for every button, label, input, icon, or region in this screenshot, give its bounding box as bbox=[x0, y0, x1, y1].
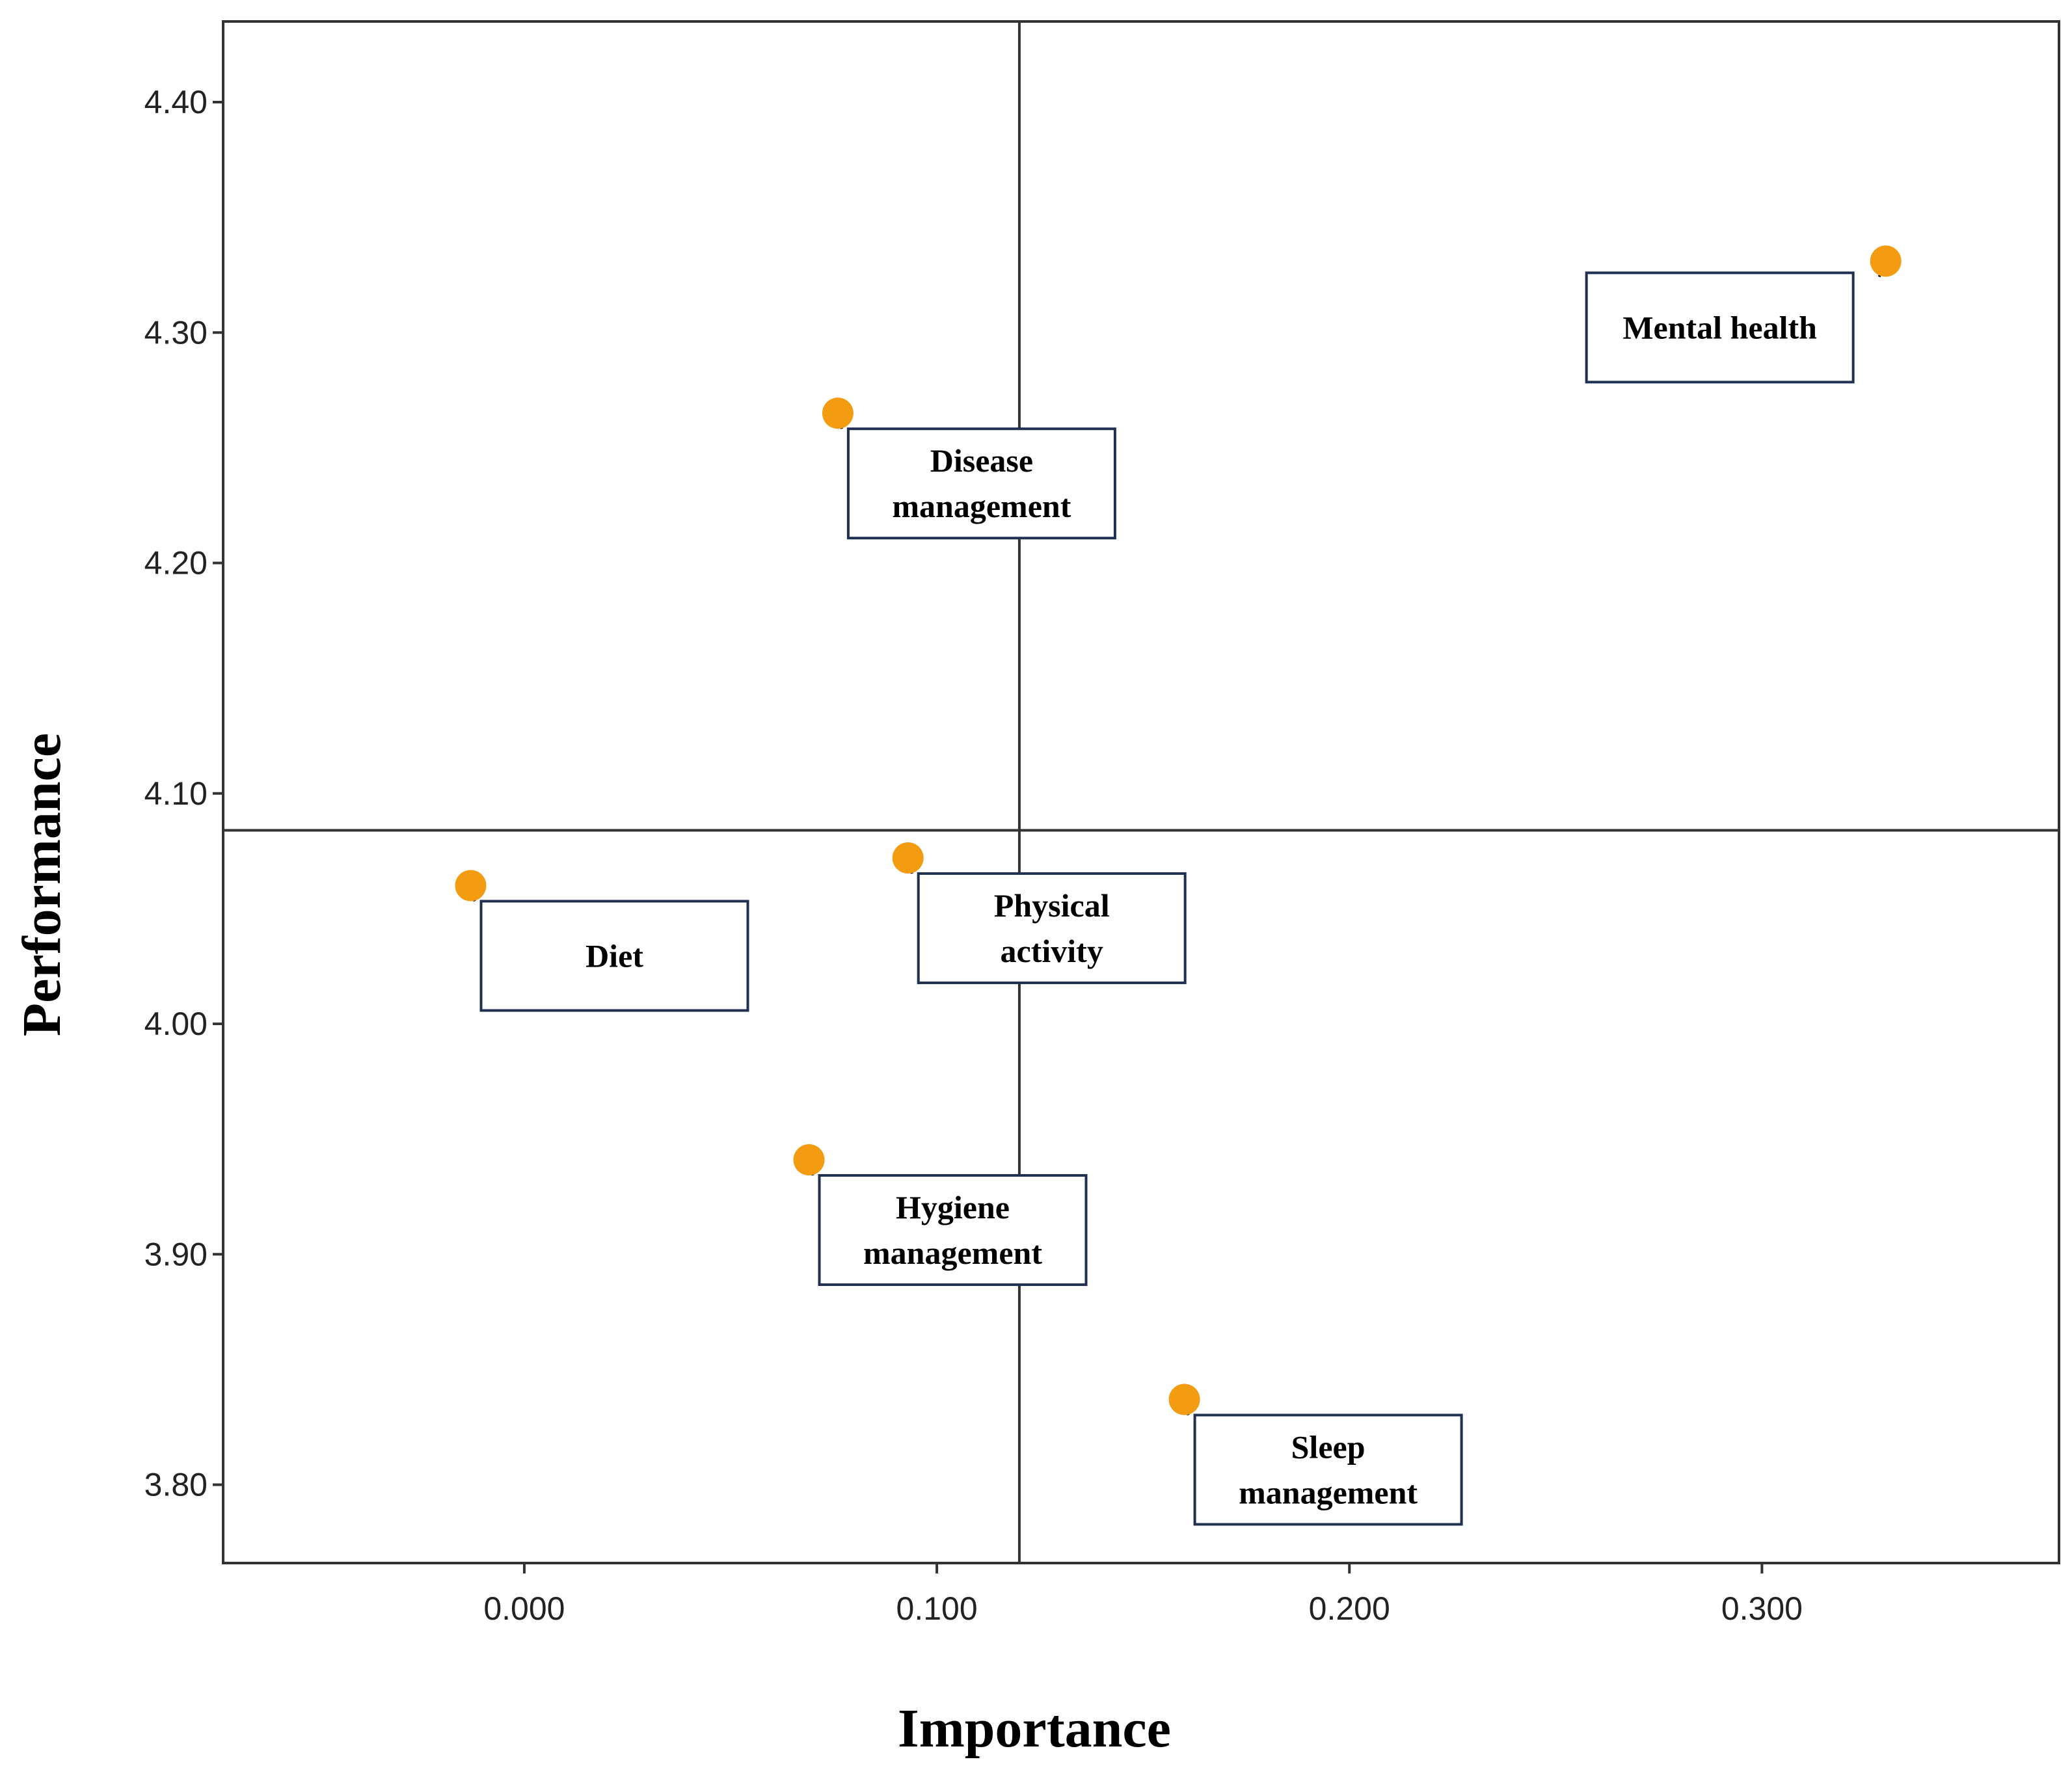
point-label-text: Diet bbox=[585, 937, 643, 974]
point-hygiene-management: Hygiene management bbox=[793, 1144, 1088, 1287]
point-label-text: Physical bbox=[994, 887, 1110, 924]
point-label-text: management bbox=[1239, 1474, 1418, 1510]
y-axis-title: Performance bbox=[12, 733, 72, 1036]
point-label-box bbox=[1585, 271, 1855, 384]
point-physical-activity: Physical activity bbox=[892, 842, 1187, 984]
point-label-text: Disease bbox=[930, 442, 1033, 479]
data-point-marker bbox=[455, 870, 487, 902]
data-point-marker bbox=[892, 842, 924, 874]
y-axis: 3.80 3.90 4.00 4.10 4.20 4.30 4.40 bbox=[144, 84, 223, 1503]
x-axis-title: Importance bbox=[898, 1698, 1171, 1759]
y-tick-label: 4.30 bbox=[144, 314, 208, 351]
point-label-text: Sleep bbox=[1291, 1428, 1366, 1465]
x-tick-label: 0.300 bbox=[1721, 1590, 1803, 1627]
point-label-box bbox=[818, 1174, 1088, 1287]
x-tick-label: 0.100 bbox=[896, 1590, 978, 1627]
point-label-box bbox=[846, 427, 1116, 540]
point-label-text: activity bbox=[1001, 933, 1103, 969]
y-tick-label: 4.10 bbox=[144, 775, 208, 812]
point-label-box bbox=[479, 900, 749, 1012]
y-tick-label: 3.80 bbox=[144, 1467, 208, 1503]
y-tick-label: 4.00 bbox=[144, 1006, 208, 1042]
data-point-marker bbox=[822, 397, 854, 429]
y-tick-label: 3.90 bbox=[144, 1236, 208, 1272]
point-label-text: management bbox=[863, 1235, 1042, 1271]
point-label-text: Hygiene bbox=[896, 1189, 1010, 1225]
point-label-box bbox=[917, 872, 1187, 984]
y-tick-label: 4.20 bbox=[144, 545, 208, 582]
point-mental-health: Mental health bbox=[1585, 245, 1902, 384]
plot-frame bbox=[222, 20, 2060, 1564]
x-tick-label: 0.000 bbox=[483, 1590, 565, 1627]
x-tick-label: 0.200 bbox=[1309, 1590, 1390, 1627]
data-point-marker bbox=[1168, 1384, 1200, 1415]
data-point-marker bbox=[793, 1144, 825, 1176]
point-disease-management: Disease management bbox=[822, 397, 1116, 540]
y-tick-label: 4.40 bbox=[144, 84, 208, 120]
data-point-marker bbox=[1870, 245, 1902, 277]
point-label-text: management bbox=[892, 488, 1071, 524]
x-axis: 0.000 0.100 0.200 0.300 bbox=[483, 1563, 1803, 1627]
point-sleep-management: Sleep management bbox=[1168, 1384, 1463, 1526]
reference-lines bbox=[223, 21, 2059, 1563]
point-label-box bbox=[1193, 1413, 1463, 1526]
data-points: Mental health Disease management Physical ac… bbox=[455, 245, 1902, 1526]
point-label-text: Mental health bbox=[1622, 309, 1817, 345]
point-diet: Diet bbox=[455, 870, 749, 1012]
